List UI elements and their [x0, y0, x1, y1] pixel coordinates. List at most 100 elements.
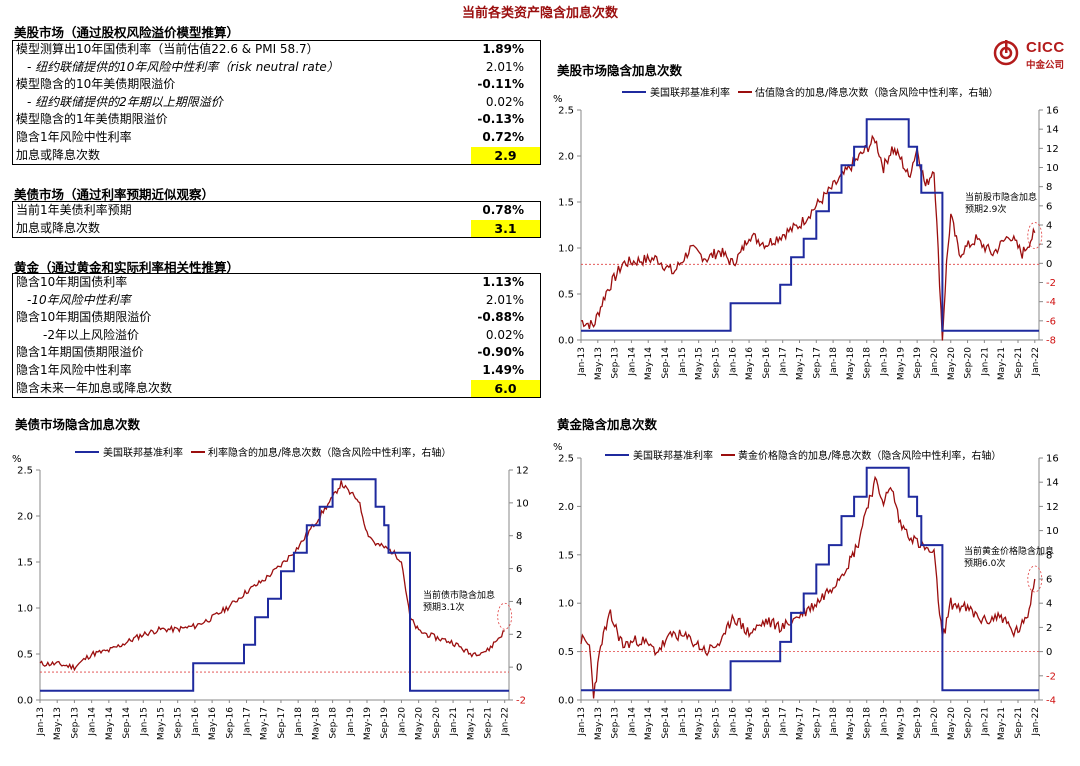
x-tick-label: Sep-17	[812, 707, 822, 739]
row-label: 模型测算出10年国债利率（当前估值22.6 & PMI 58.7）	[16, 42, 319, 56]
table-row: 加息或降息次数 3.1	[13, 219, 540, 238]
equity-chart-title: 美股市场隐含加息次数	[557, 63, 683, 78]
x-tick-label: Sep-13	[611, 347, 621, 379]
left-tick-label: 2.0	[17, 512, 33, 523]
x-tick-label: Jan-13	[577, 347, 587, 377]
x-tick-label: Sep-18	[863, 347, 873, 379]
bond-table: 当前1年美债利率预期 0.78% 加息或降息次数 3.1	[12, 201, 541, 239]
right-tick-label: 12	[516, 466, 529, 477]
x-tick-label: Sep-19	[913, 347, 923, 379]
right-tick-label: -2	[516, 696, 526, 707]
x-tick-label: May-16	[745, 707, 755, 740]
row-label: 模型隐含的10年美债期限溢价	[16, 77, 176, 92]
legend: 美国联邦基准利率 估值隐含的加息/降息次数（隐含风险中性利率，右轴）	[622, 86, 998, 99]
x-tick-label: Sep-20	[964, 707, 974, 739]
x-tick-label: Sep-16	[762, 707, 772, 739]
logo-english: CICC	[1026, 39, 1065, 56]
table-row: - 纽约联储提供的2年期以上期限溢价 0.02%	[13, 94, 540, 112]
x-tick-label: Jan-14	[88, 707, 98, 737]
x-tick-label: Jan-16	[728, 347, 738, 377]
x-tick-label: Jan-15	[678, 707, 688, 737]
right-tick-label: 6	[1046, 201, 1052, 212]
implied-hike-series-line	[580, 134, 1036, 341]
row-label: 隐含1年风险中性利率	[16, 362, 132, 377]
gold-chart: % 美国联邦基准利率 黄金价格隐含的加息/降息次数（隐含风险中性利率，右轴） 0.0 0…	[553, 442, 1059, 740]
x-tick-label: Jan-16	[191, 707, 201, 737]
hike-count-highlight: 3.1	[471, 219, 540, 238]
table-row: 隐含未来一年加息或降息次数 6.0	[13, 379, 540, 398]
x-tick-label: May-20	[947, 347, 957, 380]
current-annotation: 当前黄金价格隐含加息预期6.0次	[964, 545, 1054, 569]
right-tick-label: -8	[1046, 336, 1056, 347]
x-tick-label: May-18	[846, 707, 856, 740]
x-tick-label: Sep-20	[964, 347, 974, 379]
hike-count-highlight: 2.9	[471, 146, 540, 165]
annotation-line-2: 预期3.1次	[423, 601, 464, 613]
x-tick-label: Sep-15	[711, 347, 721, 379]
right-tick-label: 8	[516, 531, 522, 542]
left-axis-unit: %	[553, 442, 563, 453]
x-tick-label: May-15	[156, 707, 166, 740]
table-row: 隐含10年期国债期限溢价 -0.88%	[13, 309, 540, 327]
row-label: 隐含未来一年加息或降息次数	[16, 380, 173, 395]
x-tick-label: Jan-18	[829, 707, 839, 737]
x-tick-label: Jan-15	[139, 707, 149, 737]
right-tick-label: 2	[1046, 623, 1052, 634]
left-axis-unit: %	[553, 94, 563, 105]
gold-table-title: 黄金（通过黄金和实际利率相关性推算）	[14, 260, 240, 275]
row-value: -0.90%	[477, 345, 524, 360]
left-tick-label: 1.5	[558, 198, 574, 209]
x-tick-label: Jan-13	[36, 707, 46, 737]
x-tick-label: May-19	[363, 707, 373, 740]
x-tick-label: May-18	[311, 707, 321, 740]
right-tick-label: -6	[1046, 316, 1056, 327]
bond-table-title: 美债市场（通过利率预期近似观察）	[14, 187, 215, 202]
legend: 美国联邦基准利率 黄金价格隐含的加息/降息次数（隐含风险中性利率，右轴）	[605, 449, 1001, 462]
x-tick-label: Jan-22	[501, 707, 511, 737]
x-tick-label: May-13	[53, 707, 63, 740]
x-tick-label: Sep-16	[225, 707, 235, 739]
row-value: 2.01%	[485, 292, 524, 307]
x-tick-label: Sep-14	[661, 347, 671, 379]
annotation-line-2: 预期2.9次	[965, 203, 1006, 215]
x-tick-label: May-17	[795, 707, 805, 740]
implied-hike-series-line	[580, 475, 1036, 699]
gold-table: 隐含10年期国债利率 1.13% -10年风险中性利率 2.01% 隐含10年期国债期限…	[12, 273, 541, 399]
table-row: 隐含1年风险中性利率 1.49%	[13, 362, 540, 380]
x-tick-label: Jan-22	[1031, 707, 1041, 737]
left-tick-label: 2.0	[558, 152, 574, 163]
bond-chart: % 美国联邦基准利率 利率隐含的加息/降息次数（隐含风险中性利率，右轴） 0.0 0.5…	[12, 446, 529, 740]
row-label: - 纽约联储提供的10年风险中性利率（risk neutral rate）	[27, 59, 339, 74]
right-tick-label: 10	[1046, 526, 1059, 537]
x-tick-label: Jan-18	[829, 347, 839, 377]
left-tick-label: 2.5	[558, 454, 574, 465]
left-tick-label: 0.0	[558, 336, 574, 347]
bond-chart-title: 美债市场隐含加息次数	[15, 417, 141, 432]
x-tick-label: Sep-21	[1014, 347, 1024, 379]
page-title: 当前各类资产隐含加息次数	[461, 6, 618, 21]
table-row: 当前1年美债利率预期 0.78%	[13, 202, 540, 220]
legend-label-fed-rate: 美国联邦基准利率	[633, 449, 713, 462]
x-tick-label: Sep-18	[863, 707, 873, 739]
x-tick-label: May-21	[997, 347, 1007, 380]
legend-label-implied: 黄金价格隐含的加息/降息次数（隐含风险中性利率，右轴）	[738, 449, 1001, 462]
x-tick-label: Sep-21	[483, 707, 493, 739]
right-tick-label: 4	[1046, 599, 1052, 610]
left-tick-label: 2.5	[17, 466, 33, 477]
right-tick-label: 12	[1046, 502, 1059, 513]
row-label: 隐含10年期国债期限溢价	[16, 310, 152, 325]
implied-hike-series-line	[39, 480, 505, 672]
right-tick-label: -2	[1046, 671, 1056, 682]
fed-rate-series-line	[581, 118, 1039, 332]
x-tick-label: Jan-15	[678, 347, 688, 377]
right-tick-label: 14	[1046, 478, 1059, 489]
x-tick-label: Jan-19	[880, 707, 890, 737]
row-value: 1.13%	[482, 275, 524, 289]
equity-chart: % 美国联邦基准利率 估值隐含的加息/降息次数（隐含风险中性利率，右轴） 0.0 0.5…	[553, 86, 1059, 380]
right-tick-label: 2	[516, 630, 522, 641]
table-row: - 纽约联储提供的10年风险中性利率（risk neutral rate） 2.0…	[13, 59, 540, 77]
equity-table: 模型测算出10年国债利率（当前估值22.6 & PMI 58.7） 1.89% - …	[12, 40, 541, 166]
table-row: -2年以上风险溢价 0.02%	[13, 327, 540, 345]
equity-table-title: 美股市场（通过股权风险溢价模型推算）	[14, 25, 240, 40]
right-tick-label: -2	[1046, 278, 1056, 289]
